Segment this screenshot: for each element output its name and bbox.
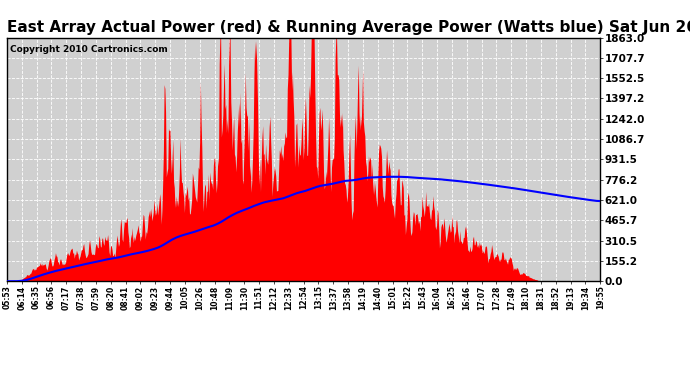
Text: Copyright 2010 Cartronics.com: Copyright 2010 Cartronics.com: [10, 45, 168, 54]
Text: East Array Actual Power (red) & Running Average Power (Watts blue) Sat Jun 26 19: East Array Actual Power (red) & Running …: [7, 20, 690, 35]
